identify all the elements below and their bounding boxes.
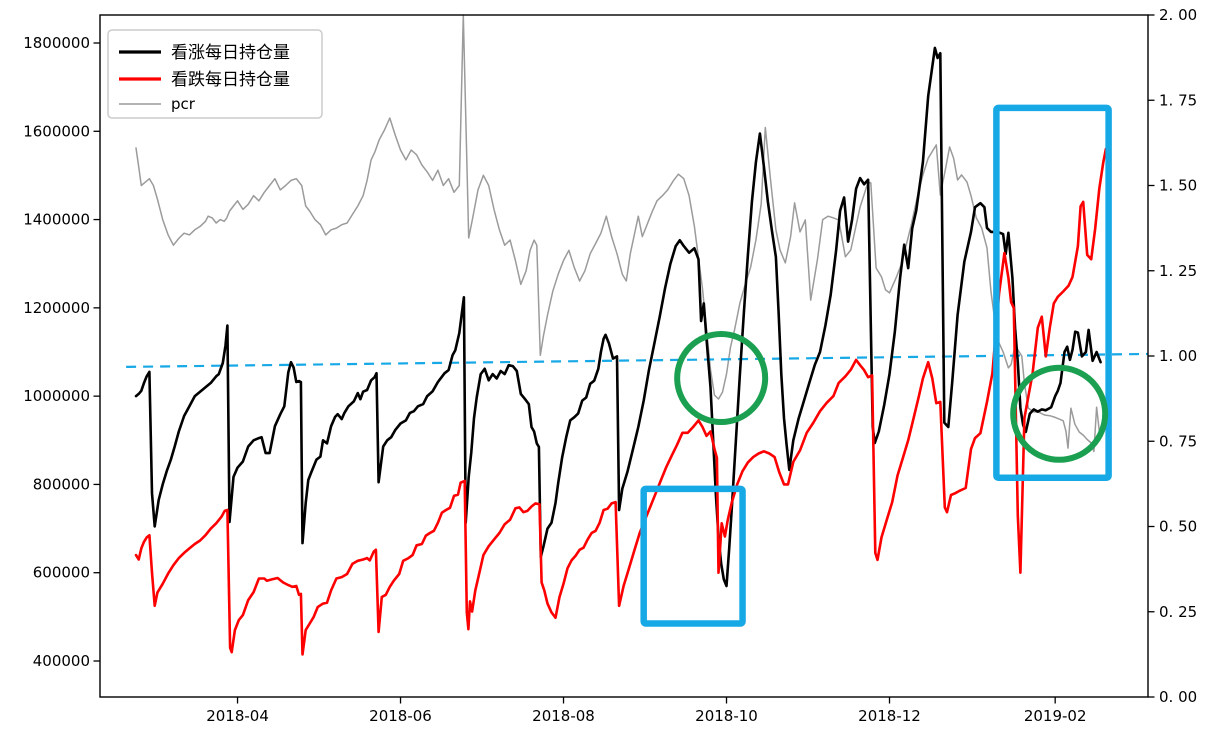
legend-label-pcr: pcr — [171, 95, 196, 113]
y-axis-right: 2. 00 1. 75 1. 50 1. 25 1. 00 0. 75 0. 50 0. 25… — [1148, 6, 1197, 706]
x-axis: 2018-04 2018-06 2018-08 2018-10 2018-12 2019-… — [206, 697, 1087, 725]
y-left-tick-label: 1000000 — [23, 387, 90, 405]
y-right-tick-label: 0. 50 — [1159, 518, 1197, 536]
y-left-tick-label: 1800000 — [23, 34, 90, 52]
y-left-tick-label: 400000 — [33, 652, 90, 670]
y-right-tick-label: 0. 00 — [1159, 688, 1197, 706]
x-tick-label: 2018-10 — [695, 707, 758, 725]
series-line-put-oi — [134, 147, 1108, 656]
y-right-tick-label: 0. 25 — [1159, 603, 1197, 621]
y-right-tick-label: 1. 25 — [1159, 262, 1197, 280]
series-line-pcr — [135, 14, 1101, 453]
x-tick-label: 2018-04 — [206, 707, 269, 725]
y-right-tick-label: 1. 75 — [1159, 91, 1197, 109]
x-tick-label: 2018-08 — [532, 707, 595, 725]
x-tick-label: 2018-06 — [369, 707, 432, 725]
y-axis-left: 1800000 1600000 1400000 1200000 1000000 80000… — [23, 34, 100, 670]
y-left-tick-label: 1400000 — [23, 211, 90, 229]
y-left-tick-label: 1200000 — [23, 299, 90, 317]
legend-box — [107, 29, 323, 119]
y-right-tick-label: 0. 75 — [1159, 432, 1197, 450]
pcr-line-layer — [135, 14, 1101, 453]
reference-dashed-line-layer — [126, 352, 1148, 369]
legend-label-call: 看涨每日持仓量 — [171, 43, 290, 63]
highlight-circle-2 — [1010, 364, 1109, 463]
y-left-tick-label: 800000 — [33, 475, 90, 493]
highlight-circle-1 — [674, 331, 769, 426]
x-tick-label: 2019-02 — [1024, 707, 1087, 725]
y-right-tick-label: 2. 00 — [1159, 6, 1197, 24]
highlight-rect-1 — [640, 485, 746, 627]
oi-lines-layer — [134, 46, 1108, 656]
x-tick-label: 2018-12 — [858, 707, 921, 725]
y-left-tick-label: 600000 — [33, 564, 90, 582]
y-right-tick-label: 1. 00 — [1159, 347, 1197, 365]
y-left-tick-label: 1600000 — [23, 122, 90, 140]
legend: 看涨每日持仓量 看跌每日持仓量 pcr — [107, 29, 323, 119]
legend-label-put: 看跌每日持仓量 — [171, 70, 290, 90]
pcr-one-dashed-line — [126, 352, 1148, 369]
annotation-layer — [640, 104, 1112, 627]
series-line-call-oi — [134, 46, 1102, 588]
y-right-tick-label: 1. 50 — [1159, 177, 1197, 195]
highlight-rect-2 — [993, 104, 1112, 482]
